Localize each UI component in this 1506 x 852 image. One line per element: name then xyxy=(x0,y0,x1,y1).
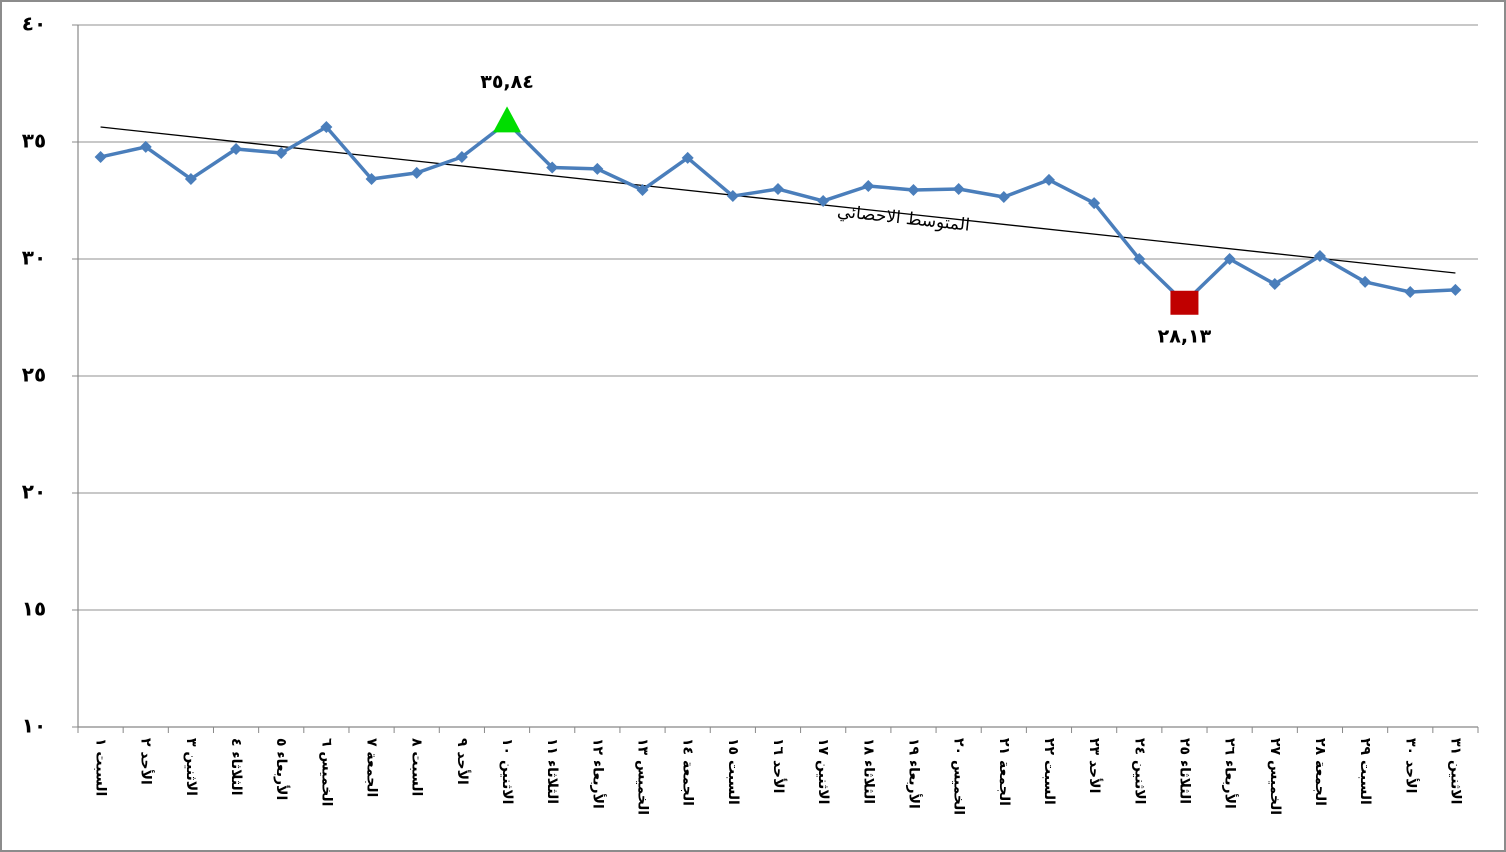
y-tick-label: ٣٥ xyxy=(22,129,46,153)
value-label: ٢٨,١٣ xyxy=(1158,325,1212,347)
x-tick-label: الخميس ٢٧ xyxy=(1267,738,1283,815)
point-marker xyxy=(1223,253,1236,265)
x-tick-label: الأربعاء ١٩ xyxy=(905,738,922,809)
y-tick-label: ٤٠ xyxy=(22,12,46,36)
x-tick-label: السبت ٢٩ xyxy=(1357,738,1373,805)
point-marker xyxy=(410,166,423,179)
x-tick-label: الأحد ٣٠ xyxy=(1402,738,1419,793)
x-tick-label: الاثنين ٢٤ xyxy=(1131,738,1147,804)
x-tick-label: الخميس ٦ xyxy=(318,738,334,806)
point-marker xyxy=(952,183,965,196)
point-marker xyxy=(591,162,604,175)
point-marker xyxy=(94,150,107,163)
point-marker xyxy=(1404,285,1417,298)
x-tick-label: الاثنين ٣ xyxy=(183,738,199,796)
x-tick-label: الثلاثاء ٢٥ xyxy=(1176,738,1192,804)
x-tick-label: الأربعاء ١٢ xyxy=(589,738,606,809)
trend-label: المتوسط الاحصائي xyxy=(836,202,971,236)
min-marker xyxy=(1170,290,1199,315)
point-marker xyxy=(546,161,559,174)
point-marker xyxy=(275,146,288,159)
trend-line xyxy=(100,126,1456,274)
x-tick-label: الثلاثاء ٤ xyxy=(228,738,244,796)
x-tick-label: الجمعة ٧ xyxy=(364,738,380,797)
x-tick-label: الأحد ٢٣ xyxy=(1086,738,1103,793)
x-tick-label: الأحد ٩ xyxy=(454,738,471,785)
x-tick-label: الاثنين ١٠ xyxy=(499,738,515,804)
value-label: ٣٥,٨٤ xyxy=(480,71,534,93)
point-marker xyxy=(1042,173,1055,186)
y-tick-label: ٣٠ xyxy=(22,246,46,270)
x-tick-label: الثلاثاء ١١ xyxy=(544,738,560,804)
point-marker xyxy=(636,183,649,196)
point-marker xyxy=(862,179,875,192)
point-marker xyxy=(817,194,830,207)
x-tick-label: الاثنين ٣١ xyxy=(1447,738,1463,804)
point-marker xyxy=(726,190,739,203)
y-tick-label: ٢٥ xyxy=(22,363,46,387)
x-tick-label: الثلاثاء ١٨ xyxy=(860,738,876,804)
x-tick-label: الجمعة ١٤ xyxy=(680,738,696,806)
point-marker xyxy=(997,190,1010,203)
y-tick-label: ١٠ xyxy=(22,714,46,738)
x-tick-label: السبت ٨ xyxy=(409,738,425,796)
point-marker xyxy=(1449,283,1462,296)
point-marker xyxy=(455,150,468,163)
x-tick-label: السبت ١ xyxy=(93,738,109,796)
x-tick-label: الجمعة ٢١ xyxy=(996,738,1012,806)
point-marker xyxy=(1133,253,1146,265)
x-tick-label: السبت ١٥ xyxy=(725,738,741,805)
x-tick-label: الجمعة ٢٨ xyxy=(1312,738,1328,806)
x-tick-label: الخميس ١٣ xyxy=(635,738,651,815)
x-tick-label: الأربعاء ٥ xyxy=(273,738,290,800)
point-marker xyxy=(1313,249,1326,262)
x-tick-label: الأحد ٢ xyxy=(138,738,155,785)
y-tick-label: ١٥ xyxy=(22,597,46,621)
point-marker xyxy=(772,183,784,196)
x-tick-label: السبت ٢٢ xyxy=(1041,738,1057,805)
point-marker xyxy=(184,172,197,185)
point-marker xyxy=(681,151,694,164)
point-marker xyxy=(320,121,333,134)
x-tick-label: الاثنين ١٧ xyxy=(815,738,831,804)
max-marker xyxy=(493,106,522,133)
x-tick-label: الأربعاء ٢٦ xyxy=(1222,738,1239,809)
point-marker xyxy=(1088,197,1101,210)
point-marker xyxy=(1359,275,1372,288)
x-tick-label: الأحد ١٦ xyxy=(770,738,787,793)
point-marker xyxy=(365,172,378,185)
point-marker xyxy=(1268,278,1281,291)
point-marker xyxy=(139,140,152,153)
point-marker xyxy=(230,143,243,156)
y-tick-label: ٢٠ xyxy=(22,480,46,504)
x-tick-label: الخميس ٢٠ xyxy=(951,738,967,815)
point-marker xyxy=(907,183,920,196)
